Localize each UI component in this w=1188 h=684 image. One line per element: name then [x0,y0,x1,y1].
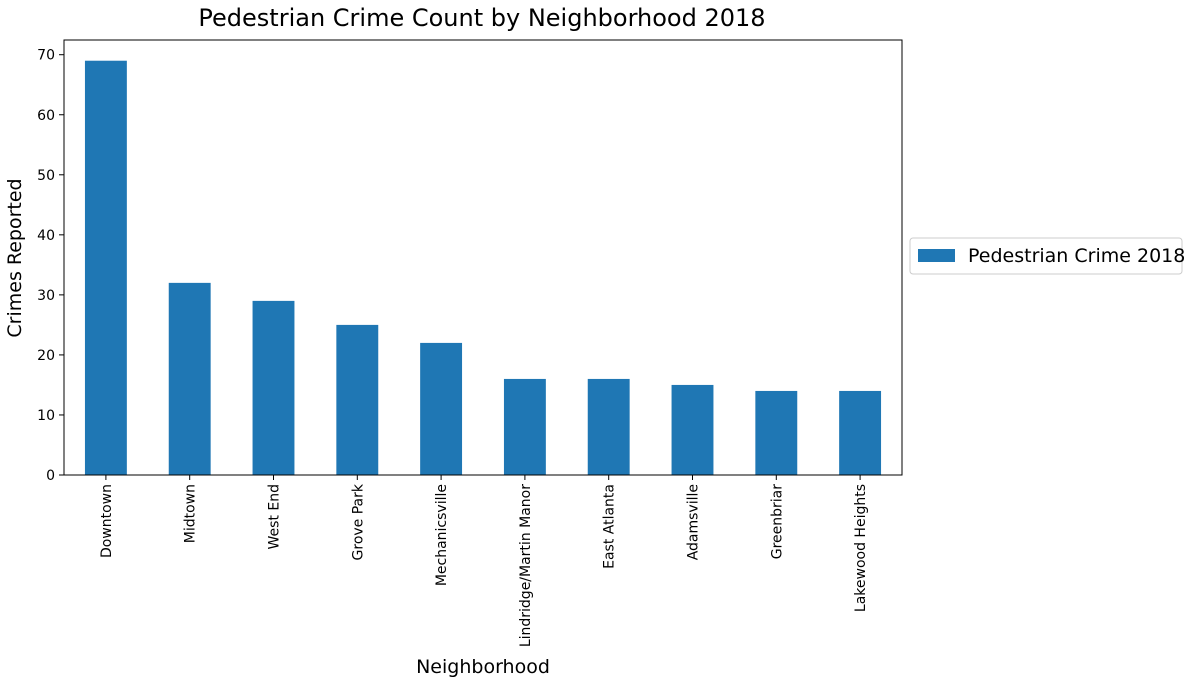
bar-downtown [84,60,127,475]
y-tick-label: 30 [37,288,55,304]
x-tick-label: West End [267,484,283,549]
plot-area [84,60,882,475]
x-axis: Downtown Midtown West End Grove Park Mechani… [99,475,869,647]
bar-grove-park [336,324,379,475]
bar-mechanicsville [420,342,463,475]
chart-title: Pedestrian Crime Count by Neighborhood 2… [198,4,765,32]
x-tick-label: East Atlanta [602,484,618,569]
x-tick-label: Lindridge/Martin Manor [518,484,534,647]
x-tick-label: Grove Park [350,483,366,560]
x-tick-label: Greenbriar [769,484,785,560]
bar-adamsville [671,384,714,475]
legend-frame [909,237,1183,275]
y-tick-label: 40 [37,228,55,244]
bar-midtown [168,282,211,475]
y-tick-label: 10 [37,408,55,424]
y-axis: 0 10 20 30 40 50 60 70 [37,48,64,484]
x-tick-label: Adamsville [686,484,702,560]
bar-lindridge-martin-manor [503,378,546,475]
y-tick-label: 70 [37,48,55,64]
y-tick-label: 50 [37,168,55,184]
legend-label: Pedestrian Crime 2018 [968,245,1185,267]
x-axis-label: Neighborhood [416,656,550,678]
x-tick-label: Lakewood Heights [853,484,869,612]
bar-west-end [252,300,295,475]
bar-greenbriar [755,390,798,475]
bar-lakewood-heights [839,390,882,475]
y-tick-label: 0 [46,468,55,484]
plot-frame [63,39,903,476]
x-tick-label: Downtown [99,484,115,558]
y-axis-label: Crimes Reported [4,178,26,337]
legend: Pedestrian Crime 2018 [909,237,1185,275]
bar-east-atlanta [587,378,630,475]
y-tick-label: 60 [37,108,55,124]
x-tick-label: Midtown [183,484,199,543]
x-tick-label: Mechanicsville [434,484,450,586]
y-tick-label: 20 [37,348,55,364]
legend-swatch [918,249,955,262]
